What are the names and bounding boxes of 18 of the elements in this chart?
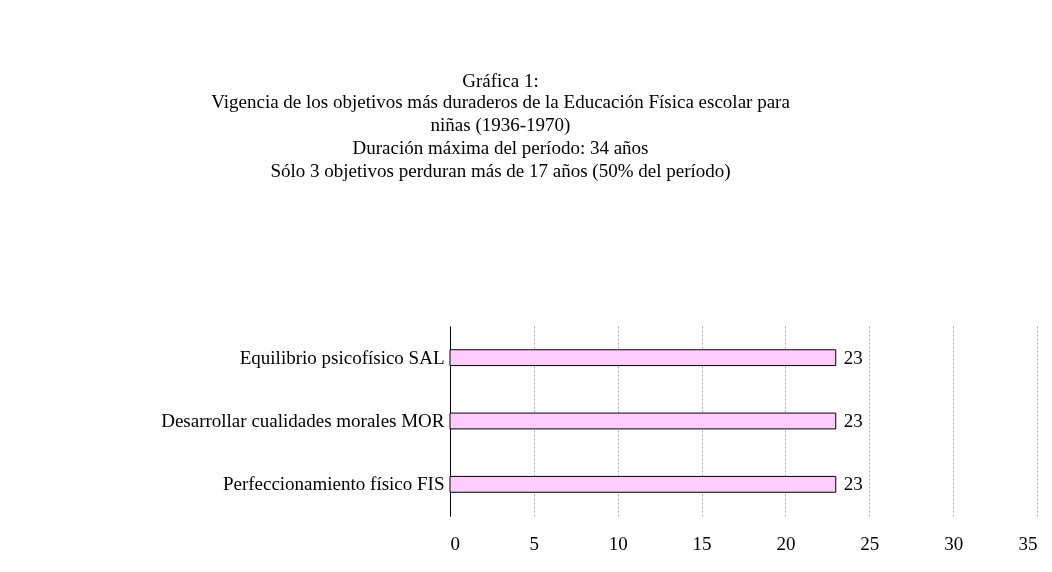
x-tick-label: 25 [860, 532, 880, 554]
text: Sólo 3 objetivos perduran más de 17 años (50% del período) [270, 160, 731, 182]
y-tick-label: Desarrollar cualidades morales MOR [161, 410, 445, 431]
y-tick-label: Perfeccionamiento físico FIS [222, 473, 445, 495]
chart-subtitle: Vigencia de los objetivos más duraderos de la Educación Física escolar para niñas (1936-1970) [211, 91, 791, 136]
x-tick-label: 35 [1018, 532, 1038, 554]
data-label: 23 [843, 473, 863, 495]
chart-title: Gráfica 1: [462, 70, 539, 91]
x-tick-label: 0 [450, 532, 460, 554]
text: Duración máxima del período: 34 años [352, 137, 649, 158]
x-tick-label: 5 [529, 532, 540, 554]
x-tick-label: 20 [776, 532, 796, 554]
x-tick-label: 10 [608, 532, 628, 554]
x-tick-label: 30 [944, 532, 964, 554]
data-label: 23 [843, 410, 863, 431]
y-tick-label: Equilibrio psicofísico SAL [239, 346, 445, 368]
x-tick-label: 15 [692, 532, 712, 554]
data-label: 23 [843, 346, 863, 368]
